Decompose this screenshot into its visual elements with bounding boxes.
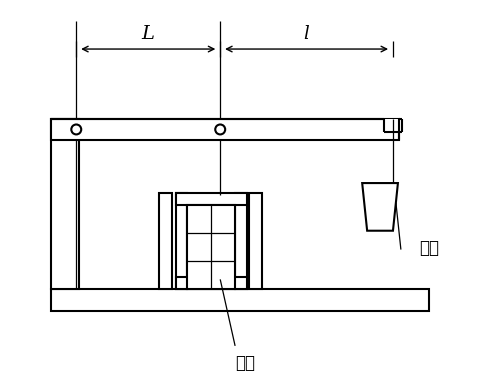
Polygon shape	[362, 183, 398, 231]
Bar	[235, 193, 247, 289]
Text: 配重: 配重	[419, 238, 439, 257]
Bar	[52, 289, 428, 311]
Bar	[249, 193, 262, 289]
Bar	[52, 119, 399, 141]
Bar	[176, 277, 247, 289]
Bar	[52, 119, 79, 289]
Text: L: L	[142, 25, 154, 43]
Text: 试件: 试件	[235, 354, 255, 372]
Text: l: l	[304, 25, 310, 43]
Bar	[176, 193, 247, 205]
Bar	[176, 193, 188, 289]
Bar	[158, 193, 172, 289]
Bar	[188, 205, 235, 289]
Bar	[384, 119, 402, 132]
